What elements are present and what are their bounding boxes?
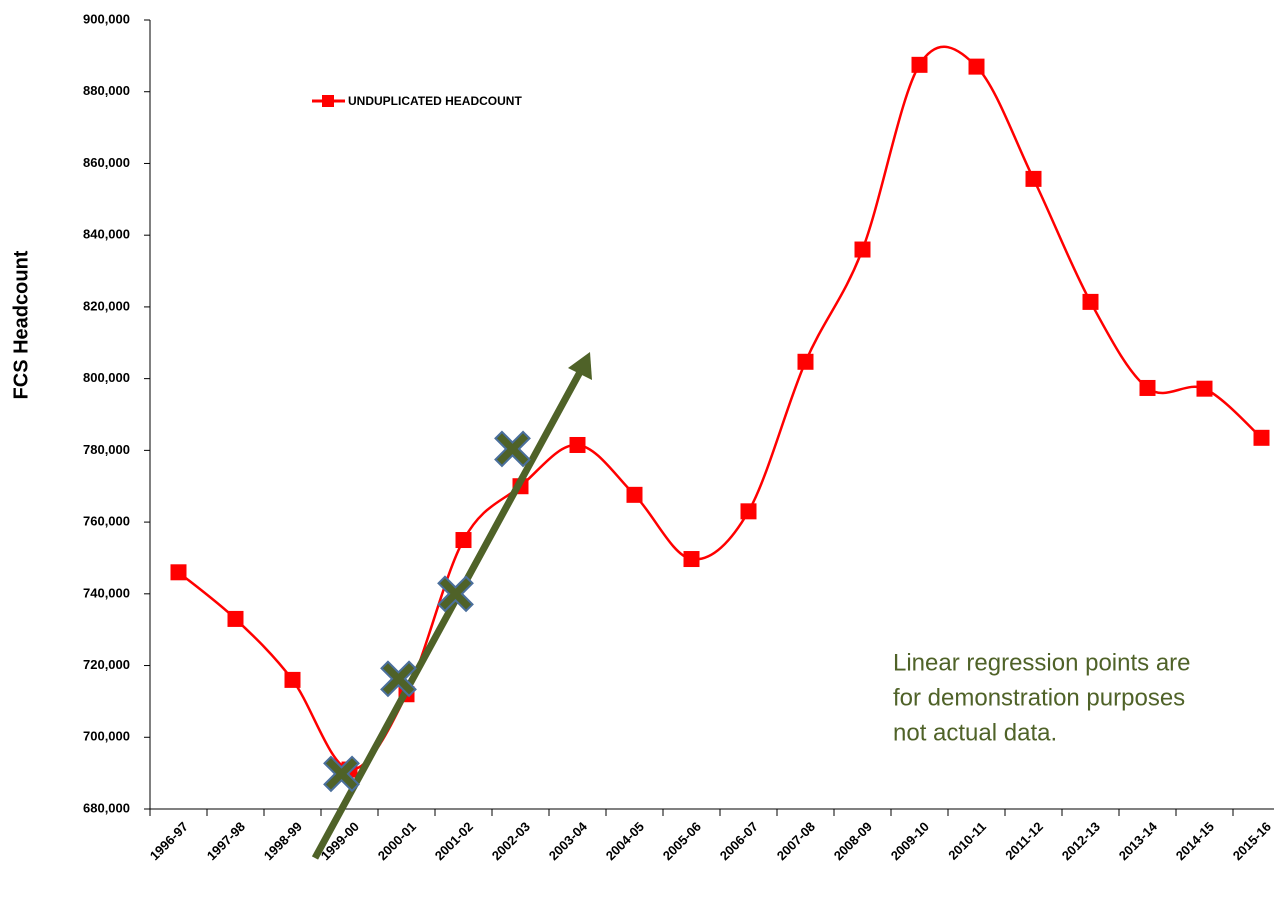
- x-tick-label: 2004-05: [603, 819, 647, 863]
- y-tick-label: 800,000: [83, 370, 130, 385]
- x-tick-label: 2015-16: [1230, 819, 1274, 863]
- point: [797, 353, 814, 370]
- point: [626, 486, 643, 503]
- regression-point: [437, 575, 474, 613]
- regression-arrow: [311, 370, 584, 860]
- y-tick-label: 900,000: [83, 11, 130, 26]
- x-tick-label: 2014-15: [1173, 819, 1217, 863]
- y-tick-label: 780,000: [83, 442, 130, 457]
- annotation: not actual data.: [893, 719, 1057, 746]
- point: [968, 58, 985, 75]
- regression-point: [494, 430, 531, 468]
- point: [170, 564, 187, 581]
- x-tick-label: 2011-12: [1002, 819, 1046, 863]
- point: [1253, 429, 1270, 446]
- y-tick-label: 840,000: [83, 227, 130, 242]
- x-tick-label: 2006-07: [717, 819, 761, 863]
- x-tick-label: 2009-10: [888, 819, 932, 863]
- regression-points: [323, 430, 531, 793]
- legend-label: UNDUPLICATED HEADCOUNT: [348, 94, 522, 108]
- y-tick-label: 680,000: [83, 800, 130, 815]
- point: [1025, 170, 1042, 187]
- x-tick-label: 2008-09: [831, 819, 875, 863]
- point: [284, 671, 301, 688]
- x-tick-label: 2002-03: [489, 819, 533, 863]
- point: [1196, 380, 1213, 397]
- point: [740, 503, 757, 520]
- x-tick-label: 2010-11: [945, 819, 989, 863]
- y-tick-label: 760,000: [83, 514, 130, 529]
- y-tick-label: 720,000: [83, 657, 130, 672]
- y-tick-label: 880,000: [83, 83, 130, 98]
- point: [569, 436, 586, 453]
- annotation: for demonstration purposes: [893, 684, 1185, 711]
- point: [455, 532, 472, 549]
- y-tick-label: 860,000: [83, 155, 130, 170]
- regression-point: [323, 755, 360, 793]
- legend-marker: [322, 95, 334, 107]
- y-tick-label: 700,000: [83, 729, 130, 744]
- x-tick-label: 2013-14: [1116, 818, 1161, 863]
- point: [911, 56, 928, 73]
- x-tick-label: 2007-08: [774, 819, 818, 863]
- point: [227, 610, 244, 627]
- y-tick-label: 820,000: [83, 298, 130, 313]
- arrow-head: [568, 352, 592, 380]
- x-tick-label: 2000-01: [375, 819, 419, 863]
- x-tick-label: 2003-04: [546, 818, 591, 863]
- x-tick-label: 1996-97: [147, 819, 191, 863]
- x-tick-label: 2012-13: [1059, 819, 1103, 863]
- y-tick-label: 740,000: [83, 585, 130, 600]
- regression-point: [380, 660, 417, 698]
- point: [1082, 293, 1099, 310]
- annotation: Linear regression points are: [893, 649, 1191, 676]
- y-axis-label: FCS Headcount: [10, 250, 32, 399]
- x-tick-label: 1998-99: [261, 819, 305, 863]
- point: [683, 551, 700, 568]
- x-tick-label: 2001-02: [432, 819, 476, 863]
- x-tick-label: 1997-98: [204, 819, 248, 863]
- point: [1139, 379, 1156, 396]
- x-tick-label: 2005-06: [660, 819, 704, 863]
- point: [854, 241, 871, 258]
